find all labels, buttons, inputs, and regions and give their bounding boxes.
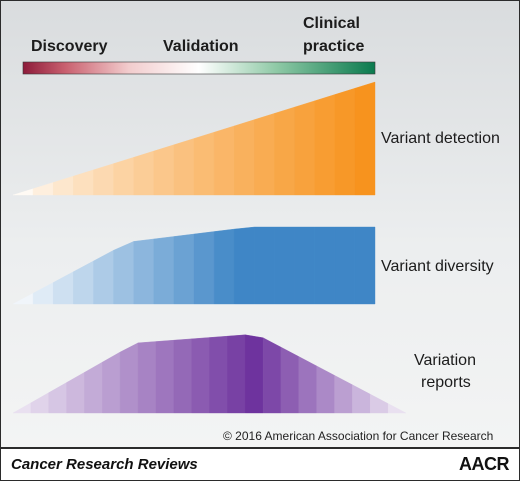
- band-detection-segment: [113, 157, 134, 196]
- band-diversity-segment: [133, 238, 154, 305]
- band-detection-segment: [193, 131, 215, 196]
- band-detection-segment: [314, 94, 335, 196]
- row-label-variant-detection: Variant detection: [381, 130, 500, 147]
- row-label-variation: Variation: [414, 352, 476, 369]
- band-reports-segment: [387, 403, 407, 414]
- band-diversity-segment: [32, 282, 54, 305]
- band-reports-segment: [298, 356, 317, 414]
- stage-label-validation: Validation: [163, 38, 239, 55]
- band-reports-segment: [227, 334, 246, 414]
- band-diversity-segment: [213, 228, 235, 305]
- variant-detection-band: [12, 81, 376, 196]
- band-detection-segment: [173, 138, 195, 196]
- band-detection-segment: [234, 119, 255, 196]
- stage-label-practice: practice: [303, 38, 365, 55]
- band-diversity-segment: [294, 226, 315, 305]
- band-diversity-segment: [334, 226, 356, 305]
- band-reports-segment: [137, 341, 157, 414]
- band-diversity-segment: [12, 292, 34, 305]
- band-diversity-segment: [274, 226, 295, 305]
- variation-reports-band: [12, 334, 407, 414]
- band-reports-segment: [316, 365, 335, 414]
- band-reports-segment: [12, 402, 32, 414]
- band-detection-segment: [93, 163, 114, 196]
- band-reports-segment: [119, 342, 139, 414]
- band-detection-segment: [213, 125, 235, 196]
- band-reports-segment: [352, 384, 371, 414]
- band-diversity-segment: [354, 226, 376, 305]
- band-diversity-segment: [314, 226, 335, 305]
- journal-name: Cancer Research Reviews: [11, 456, 198, 473]
- publisher-logo: AACR: [459, 454, 510, 474]
- band-reports-segment: [334, 375, 353, 414]
- copyright-notice: © 2016 American Association for Cancer R…: [223, 429, 494, 443]
- stage-color-scale: [22, 61, 376, 75]
- band-diversity-segment: [93, 249, 114, 305]
- band-detection-segment: [334, 88, 356, 196]
- band-detection-segment: [274, 106, 295, 196]
- band-reports-segment: [209, 335, 228, 414]
- band-diversity-segment: [173, 233, 195, 305]
- band-diversity-segment: [113, 241, 134, 305]
- row-label-variant-diversity: Variant diversity: [381, 258, 494, 275]
- evolution-diagram: [12, 61, 407, 414]
- band-detection-segment: [53, 175, 74, 196]
- band-diversity-segment: [234, 226, 255, 305]
- band-detection-segment: [73, 169, 94, 196]
- band-diversity-segment: [153, 236, 175, 305]
- variant-diversity-band: [12, 226, 376, 305]
- band-diversity-segment: [73, 260, 94, 305]
- diagram-panel: Discovery Validation Clinical practice V…: [1, 1, 519, 447]
- band-diversity-segment: [193, 231, 215, 305]
- footer-bar: Cancer Research Reviews AACR: [1, 447, 519, 480]
- band-reports-segment: [191, 337, 210, 414]
- band-reports-segment: [84, 361, 103, 414]
- band-reports-segment: [370, 393, 389, 414]
- band-reports-segment: [245, 334, 264, 414]
- band-detection-segment: [153, 144, 175, 196]
- band-diversity-segment: [254, 226, 275, 305]
- band-reports-segment: [66, 371, 85, 414]
- row-label-reports: reports: [421, 374, 471, 391]
- band-detection-segment: [32, 182, 54, 196]
- band-reports-segment: [262, 337, 282, 414]
- stage-label-discovery: Discovery: [31, 38, 108, 55]
- band-reports-segment: [48, 382, 67, 414]
- band-reports-segment: [155, 339, 174, 414]
- band-reports-segment: [280, 346, 300, 414]
- band-reports-segment: [173, 338, 192, 414]
- band-detection-segment: [254, 113, 275, 196]
- band-detection-segment: [354, 81, 376, 196]
- band-detection-segment: [133, 150, 154, 196]
- band-detection-segment: [294, 100, 315, 196]
- stage-label-clinical: Clinical: [303, 15, 360, 32]
- band-reports-segment: [30, 392, 49, 414]
- band-detection-segment: [12, 188, 34, 196]
- band-diversity-segment: [53, 271, 74, 305]
- band-reports-segment: [102, 351, 121, 414]
